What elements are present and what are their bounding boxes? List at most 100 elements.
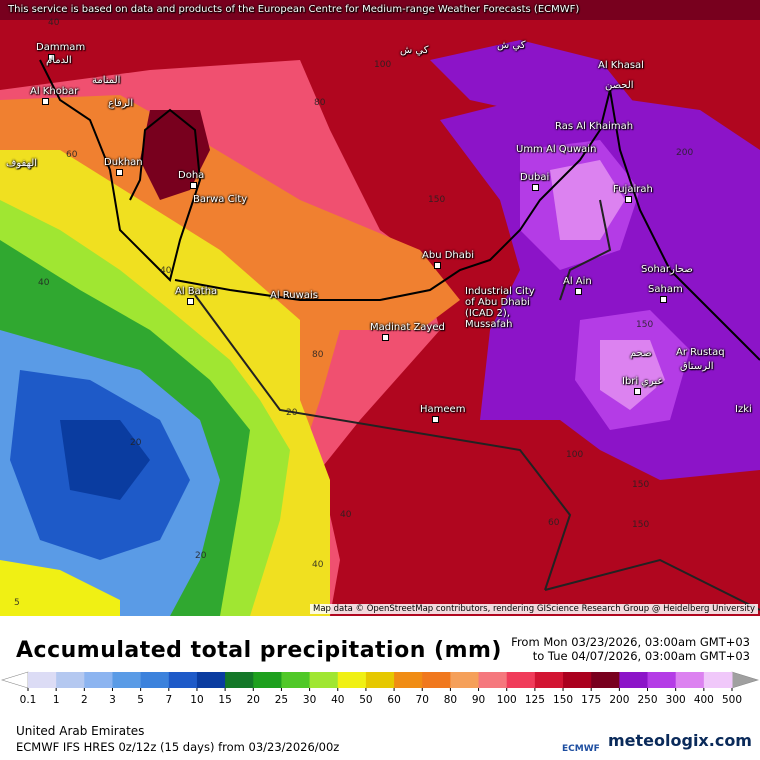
tick-label: 150	[553, 694, 573, 706]
contour-label: 150	[636, 320, 654, 330]
place-dot	[432, 416, 439, 423]
contour-label: 80	[314, 98, 326, 108]
tick-label: 1	[53, 694, 60, 706]
place-dot	[634, 388, 641, 395]
place-label: Al Batha	[175, 286, 218, 297]
color-box	[281, 672, 311, 688]
tick-label: 15	[218, 694, 231, 706]
place-label: Al Ain	[563, 276, 592, 287]
tick-label: 400	[694, 694, 714, 706]
place-dot	[187, 298, 194, 305]
color-box	[196, 672, 226, 688]
color-box	[309, 672, 339, 688]
color-box	[394, 672, 423, 688]
place-dot	[434, 262, 441, 269]
attribution: Map data © OpenStreetMap contributors, r…	[310, 604, 758, 614]
place-label: Abu Dhabi	[422, 250, 474, 261]
place-label: Dukhan	[104, 157, 143, 168]
place-label: Ras Al Khaimah	[555, 121, 634, 132]
tick-label: 60	[387, 694, 400, 706]
color-box	[112, 672, 142, 688]
place-dot	[382, 334, 389, 341]
color-box	[478, 672, 508, 688]
color-box	[563, 672, 592, 688]
tick-label: 80	[444, 694, 457, 706]
place-label: Al Khobar	[30, 86, 79, 97]
tick-label: 2	[81, 694, 88, 706]
contour-label: 100	[566, 450, 584, 460]
place-label: المنامة	[92, 75, 121, 86]
under-arrow	[0, 671, 29, 689]
place-label: Dammam	[36, 42, 86, 53]
over-arrow	[731, 671, 760, 689]
place-label: صحم	[630, 348, 652, 359]
tick-label: 3	[109, 694, 116, 706]
place-dot	[532, 184, 539, 191]
color-box	[534, 672, 564, 688]
contour-label: 60	[66, 150, 78, 160]
ecmwf-logo: ECMWF	[562, 744, 600, 754]
title: Accumulated total precipitation (mm)	[16, 638, 502, 663]
place-label: Ibri	[622, 376, 639, 387]
tick-label: 200	[609, 694, 629, 706]
tick-label: 0.1	[20, 694, 37, 706]
tick-label: 10	[190, 694, 203, 706]
tick-label: 100	[497, 694, 517, 706]
contour-label: 20	[286, 408, 298, 418]
place-label: الدمام	[46, 55, 72, 66]
contour-label: 150	[428, 195, 446, 205]
place-label: عبري	[641, 376, 664, 387]
color-box	[56, 672, 85, 688]
banner: This service is based on data and produc…	[8, 4, 580, 15]
place-label: كي ش	[497, 40, 526, 51]
place-label: صحار	[670, 264, 693, 275]
contour-label: 40	[48, 18, 60, 28]
colorbar: 0.1 1 2 3 5 7 10 15 20 25 30 40 50 60 70 80 90 100 125 150 1…	[0, 671, 760, 706]
contour-label: 100	[374, 60, 392, 70]
place-label: Saham	[648, 284, 683, 295]
tick-label: 90	[472, 694, 485, 706]
region: United Arab Emirates	[16, 724, 145, 738]
tick-label: 70	[416, 694, 429, 706]
color-box	[422, 672, 451, 688]
contour-label: 40	[340, 510, 352, 520]
place-label: الرستاق	[680, 361, 714, 372]
tick-label: 250	[637, 694, 657, 706]
contour-label: 200	[676, 148, 694, 158]
map	[0, 0, 760, 616]
place-dot	[116, 169, 123, 176]
tick-label: 30	[303, 694, 316, 706]
tick-label: 175	[581, 694, 601, 706]
contour-label: 40	[312, 560, 324, 570]
color-box	[140, 672, 170, 688]
place-dot	[660, 296, 667, 303]
place-label: Hameem	[420, 404, 466, 415]
tick-label: 40	[331, 694, 344, 706]
contour-label: 80	[312, 350, 324, 360]
place-label: Fujairah	[613, 184, 653, 195]
place-label: Industrial City of Abu Dhabi (ICAD 2), M…	[465, 286, 535, 330]
place-label: Doha	[178, 170, 205, 181]
meteologix-logo: meteologix.com	[608, 731, 752, 750]
period-to: to Tue 04/07/2026, 03:00am GMT+03	[532, 649, 750, 663]
place-dot	[42, 98, 49, 105]
color-box	[675, 672, 705, 688]
color-box	[28, 672, 57, 688]
tick-label: 25	[275, 694, 288, 706]
place-label: Izki	[735, 404, 752, 415]
color-box	[253, 672, 282, 688]
contour-label: 40	[38, 278, 50, 288]
place-label: Sohar	[641, 264, 671, 275]
tick-label: 125	[525, 694, 545, 706]
tick-label: 500	[722, 694, 742, 706]
place-label: Umm Al Quwain	[516, 144, 597, 155]
color-box	[647, 672, 677, 688]
period-from: From Mon 03/23/2026, 03:00am GMT+03	[511, 635, 750, 649]
model: ECMWF IFS HRES 0z/12z (15 days) from 03/…	[16, 740, 340, 754]
tick-label: 50	[359, 694, 372, 706]
place-label: كي ش	[400, 45, 429, 56]
color-box	[506, 672, 536, 688]
tick-label: 20	[247, 694, 260, 706]
contour-label: 5	[14, 598, 20, 608]
